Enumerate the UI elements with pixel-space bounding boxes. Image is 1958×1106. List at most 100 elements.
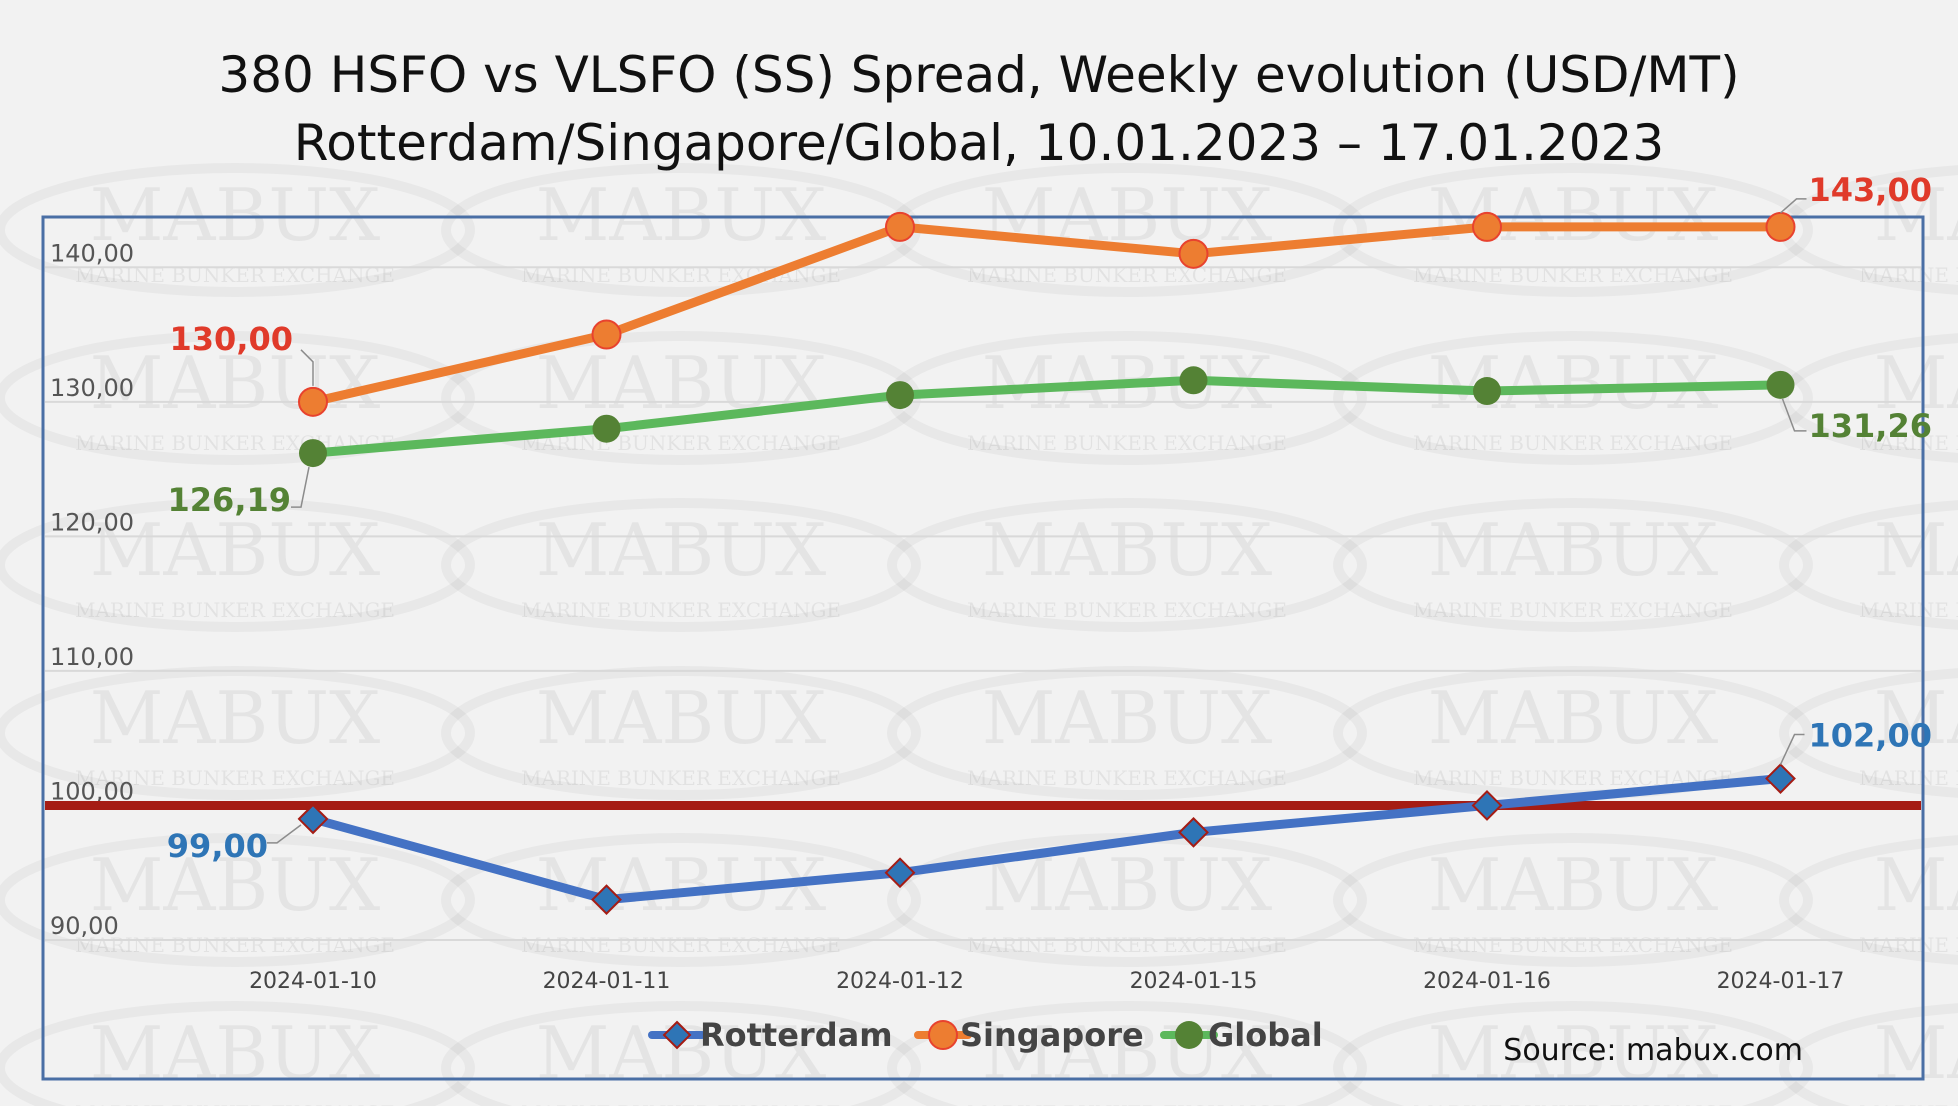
watermark-tile: MABUX MARINE BUNKER EXCHANGE xyxy=(0,498,475,632)
watermark-brand: MABUX xyxy=(536,508,827,592)
x-tick-label: 2024-01-11 xyxy=(543,969,671,994)
legend: Rotterdam Singapore Global xyxy=(648,1016,1323,1054)
series-line-global xyxy=(308,375,1785,458)
y-tick-label: 100,00 xyxy=(50,777,134,805)
y-tick-label: 110,00 xyxy=(50,643,134,671)
watermark-brand: MABUX xyxy=(982,1011,1273,1095)
series-layer xyxy=(297,211,1796,916)
watermark-brand: MABUX xyxy=(982,676,1273,760)
chart-title-line1: 380 HSFO vs VLSFO (SS) Spread, Weekly ev… xyxy=(218,46,1739,104)
data-labels: 130,00 143,00 126,19 131,26 99,00 102,00 xyxy=(167,171,1932,865)
watermark-brand: MABUX xyxy=(90,1011,381,1095)
data-label-leader xyxy=(1781,398,1807,432)
watermark-brand: MABUX xyxy=(90,173,381,257)
x-tick-label: 2024-01-16 xyxy=(1423,969,1551,994)
watermark-brand: MABUX xyxy=(1874,508,1958,592)
watermark-tile: MABUX MARINE BUNKER EXCHANGE xyxy=(1779,835,1958,965)
legend-label-singapore: Singapore xyxy=(960,1016,1144,1054)
watermark-swoosh xyxy=(441,1001,921,1106)
data-label-global: 126,19 xyxy=(168,481,291,519)
watermark-tile: MABUX MARINE BUNKER EXCHANGE xyxy=(1333,498,1813,632)
data-point-singapore xyxy=(298,386,328,417)
watermark-brand: MABUX xyxy=(90,341,381,425)
watermark-subtitle: MARINE BUNKER EXCHANGE xyxy=(1859,431,1958,455)
x-tick-label: 2024-01-17 xyxy=(1717,969,1845,994)
watermark-swoosh xyxy=(887,498,1367,632)
watermark-swoosh xyxy=(1333,163,1813,297)
watermark-swoosh xyxy=(0,833,475,967)
legend-marker-rotterdam xyxy=(662,1020,692,1050)
watermark-subtitle: MARINE BUNKER EXCHANGE xyxy=(1413,431,1733,455)
legend-item-global: Global xyxy=(1160,1016,1323,1054)
watermark-subtitle: MARINE BUNKER EXCHANGE xyxy=(967,766,1287,790)
watermark-subtitle: MARINE BUNKER EXCHANGE xyxy=(521,933,841,957)
watermark-brand: MABUX xyxy=(1874,341,1958,425)
watermark-subtitle: MARINE BUNKER EXCHANGE xyxy=(1413,598,1733,622)
watermark-swoosh xyxy=(0,331,475,465)
watermark-subtitle: MARINE BUNKER EXCHANGE xyxy=(1859,933,1958,957)
legend-label-global: Global xyxy=(1208,1016,1323,1054)
watermark-subtitle: MARINE BUNKER EXCHANGE xyxy=(967,933,1287,957)
data-point-singapore xyxy=(1178,238,1209,269)
data-label-leader xyxy=(291,466,310,508)
data-point-rotterdam xyxy=(297,803,329,835)
data-label-leader xyxy=(267,824,302,844)
y-tick-label: 130,00 xyxy=(50,374,134,402)
watermark-tile: MABUX MARINE BUNKER EXCHANGE xyxy=(441,666,921,800)
legend-item-singapore: Singapore xyxy=(914,1016,1144,1054)
data-point-global xyxy=(1766,370,1795,399)
x-tick-label: 2024-01-12 xyxy=(836,969,964,994)
watermark-subtitle: MARINE BUNKER EXCHANGE xyxy=(1413,1101,1733,1106)
series-line-rotterdam xyxy=(308,774,1785,905)
y-tick-label: 90,00 xyxy=(50,912,119,940)
plot-area-border xyxy=(41,215,1925,1081)
watermark-brand: MABUX xyxy=(1428,173,1719,257)
watermark-brand: MABUX xyxy=(1428,508,1719,592)
data-point-rotterdam xyxy=(1178,816,1209,848)
watermark-swoosh xyxy=(1333,833,1813,967)
watermark-swoosh xyxy=(1333,498,1813,632)
watermark-swoosh xyxy=(0,498,475,632)
watermark-brand: MABUX xyxy=(1428,843,1719,927)
watermark-brand: MABUX xyxy=(90,508,381,592)
watermark-swoosh xyxy=(1333,331,1813,465)
watermark-subtitle: MARINE BUNKER EXCHANGE xyxy=(521,766,841,790)
data-point-singapore xyxy=(1472,211,1502,242)
watermark-brand: MABUX xyxy=(536,676,827,760)
series-line-singapore xyxy=(308,222,1785,407)
watermark-subtitle: MARINE BUNKER EXCHANGE xyxy=(521,598,841,622)
y-tick-label: 140,00 xyxy=(50,239,134,267)
watermark-swoosh xyxy=(0,1001,475,1106)
watermark-subtitle: MARINE BUNKER EXCHANGE xyxy=(1859,766,1958,790)
data-point-global xyxy=(886,381,914,410)
x-tick-label: 2024-01-10 xyxy=(249,969,377,994)
watermark-brand: MABUX xyxy=(1874,843,1958,927)
watermark-subtitle: MARINE BUNKER EXCHANGE xyxy=(75,766,395,790)
watermark-brand: MABUX xyxy=(1428,676,1719,760)
data-point-rotterdam xyxy=(1765,763,1796,794)
data-point-global xyxy=(1179,366,1208,395)
y-axis-ticks: 90,00 100,00 110,00 120,00 130,00 140,00 xyxy=(50,239,134,940)
watermark-swoosh xyxy=(1779,500,1958,630)
watermark-subtitle: MARINE BUNKER EXCHANGE xyxy=(75,598,395,622)
data-label-singapore: 130,00 xyxy=(170,320,293,358)
chart-title-line2: Rotterdam/Singapore/Global, 10.01.2023 –… xyxy=(294,114,1664,172)
data-point-rotterdam xyxy=(1471,790,1503,821)
legend-marker-singapore xyxy=(928,1020,958,1050)
watermark-tile: MABUX MARINE BUNKER EXCHANGE xyxy=(441,498,921,632)
watermark-subtitle: MARINE BUNKER EXCHANGE xyxy=(967,598,1287,622)
watermark-brand: MABUX xyxy=(536,173,827,257)
data-point-global xyxy=(592,414,621,443)
gridlines xyxy=(45,266,1921,941)
